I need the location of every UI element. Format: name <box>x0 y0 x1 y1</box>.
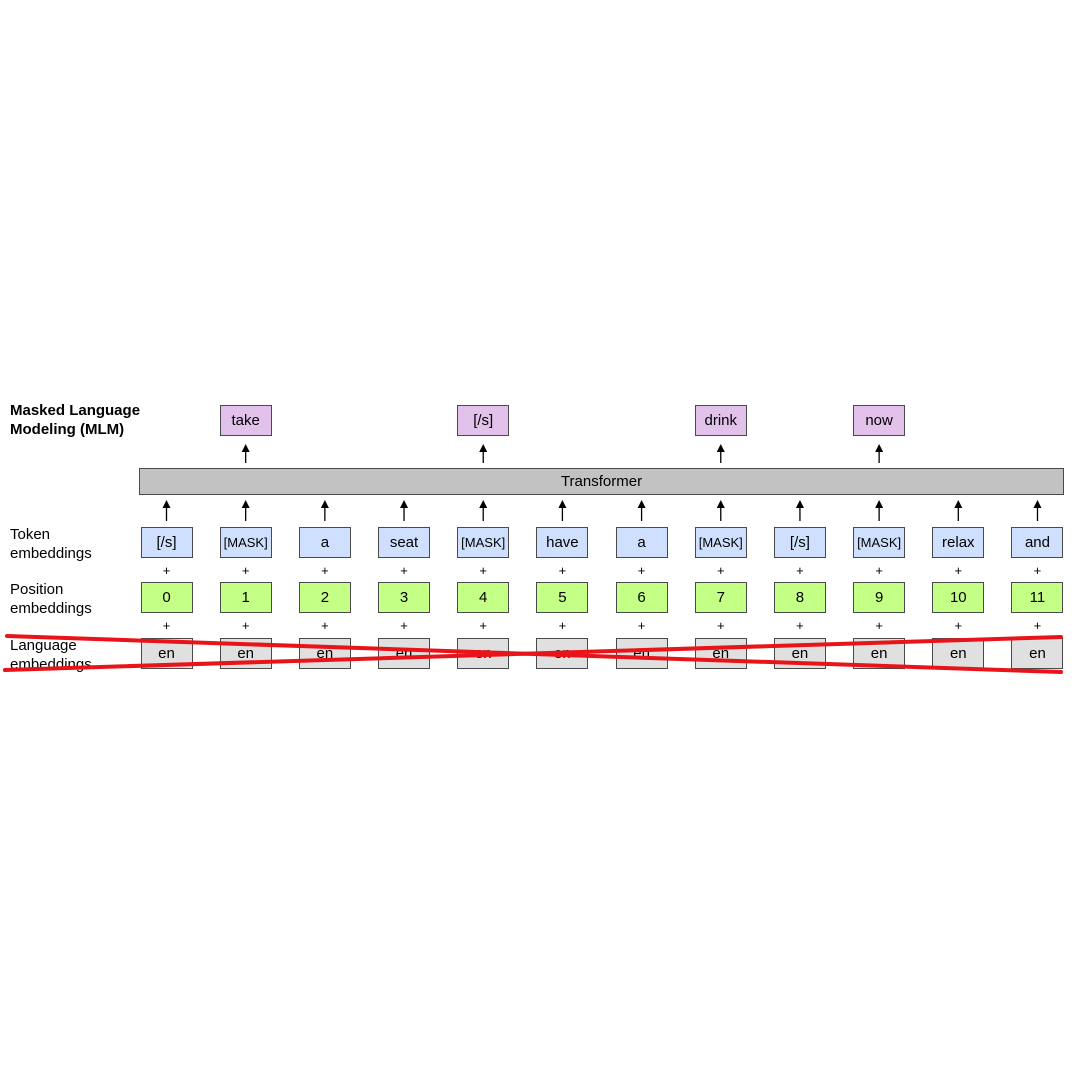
input-arrow <box>321 500 329 521</box>
cross-out-mark <box>5 636 1061 672</box>
input-arrow <box>400 500 408 521</box>
output-arrow <box>242 444 250 463</box>
input-arrow <box>875 500 883 521</box>
input-arrow <box>479 500 487 521</box>
input-arrow <box>1033 500 1041 521</box>
input-arrow <box>796 500 804 521</box>
output-arrow <box>875 444 883 463</box>
output-arrow <box>717 444 725 463</box>
input-arrow <box>954 500 962 521</box>
input-arrow <box>558 500 566 521</box>
input-arrow <box>163 500 171 521</box>
input-arrow <box>717 500 725 521</box>
output-arrow <box>479 444 487 463</box>
input-arrow <box>638 500 646 521</box>
input-arrow <box>242 500 250 521</box>
